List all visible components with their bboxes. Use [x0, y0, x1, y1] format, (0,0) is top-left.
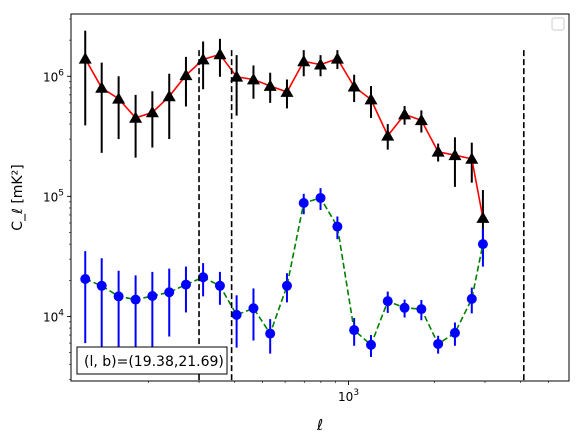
- circle-marker-17: [365, 339, 376, 350]
- series-line-circle: [84, 196, 484, 347]
- triangle-marker-22: [448, 148, 462, 161]
- circle-marker-6: [180, 279, 191, 290]
- circle-marker-15: [332, 221, 343, 232]
- circle-marker-7: [198, 272, 209, 283]
- annotation-text: (l, b)=(19.38,21.69): [84, 354, 224, 370]
- series-line-triangle: [84, 53, 484, 219]
- triangle-marker-17: [364, 93, 378, 105]
- circle-marker-19: [399, 302, 410, 313]
- circle-marker-22: [449, 327, 460, 338]
- circle-marker-14: [315, 192, 326, 203]
- circle-marker-3: [130, 294, 141, 305]
- y-tick-label-exponent: 4: [58, 308, 64, 318]
- vline-layer: [198, 50, 525, 381]
- circle-marker-1: [96, 280, 107, 291]
- triangle-marker-1: [95, 81, 109, 93]
- triangle-marker-4: [145, 105, 159, 118]
- circle-marker-20: [416, 304, 427, 315]
- circle-marker-21: [433, 338, 444, 349]
- series-triangle: [78, 30, 490, 260]
- y-tick-label-base: 10: [43, 190, 58, 204]
- circle-marker-8: [214, 280, 225, 291]
- triangle-marker-19: [398, 108, 412, 120]
- triangle-marker-12: [280, 85, 294, 97]
- circle-marker-11: [265, 328, 276, 339]
- triangle-marker-8: [213, 47, 227, 60]
- circle-marker-12: [281, 280, 292, 291]
- y-tick-label-base: 10: [43, 310, 58, 324]
- legend-box: [551, 17, 565, 31]
- y-tick-label-exponent: 6: [58, 68, 64, 78]
- circle-marker-4: [147, 290, 158, 301]
- x-tick-label: 103: [338, 388, 359, 404]
- triangle-marker-5: [162, 89, 176, 102]
- x-tick-label-exponent: 3: [353, 388, 359, 398]
- triangle-marker-18: [381, 129, 395, 141]
- triangle-marker-16: [347, 80, 361, 92]
- circle-marker-18: [382, 296, 393, 307]
- x-tick-label-base: 10: [338, 390, 353, 404]
- circle-marker-13: [298, 198, 309, 209]
- triangle-marker-6: [179, 68, 193, 81]
- series-circle: [80, 188, 488, 357]
- y-tick-label-base: 10: [43, 70, 58, 84]
- circle-marker-0: [80, 274, 91, 285]
- circle-marker-24: [477, 239, 488, 250]
- triangle-marker-3: [129, 111, 143, 123]
- triangle-marker-13: [297, 54, 311, 67]
- y-axis-label: C_ℓ [mK²]: [10, 164, 26, 230]
- y-tick-label: 106: [43, 68, 64, 84]
- triangle-marker-21: [431, 145, 445, 157]
- triangle-marker-10: [246, 72, 260, 85]
- triangle-marker-14: [314, 58, 328, 70]
- circle-marker-2: [113, 291, 124, 302]
- triangle-marker-23: [465, 152, 479, 164]
- triangle-marker-9: [230, 70, 244, 82]
- triangle-marker-15: [330, 52, 344, 64]
- y-tick-label: 104: [43, 308, 64, 324]
- circle-marker-16: [349, 325, 360, 336]
- circle-marker-23: [466, 293, 477, 304]
- triangle-marker-11: [263, 79, 277, 91]
- series-layer: [78, 30, 490, 357]
- triangle-marker-2: [112, 92, 126, 104]
- triangle-marker-24: [476, 211, 490, 223]
- circle-marker-10: [248, 303, 259, 314]
- triangle-marker-20: [414, 113, 428, 126]
- x-axis-label: ℓ: [316, 416, 323, 434]
- circle-marker-9: [231, 309, 242, 320]
- annotation: (l, b)=(19.38,21.69): [76, 346, 228, 375]
- y-tick-label: 105: [43, 188, 64, 204]
- triangle-marker-0: [78, 52, 92, 64]
- circle-marker-5: [164, 287, 175, 298]
- annotation-box: [76, 346, 228, 375]
- triangle-marker-7: [196, 52, 210, 65]
- axes-frame: [70, 13, 570, 382]
- y-tick-label-exponent: 5: [58, 188, 64, 198]
